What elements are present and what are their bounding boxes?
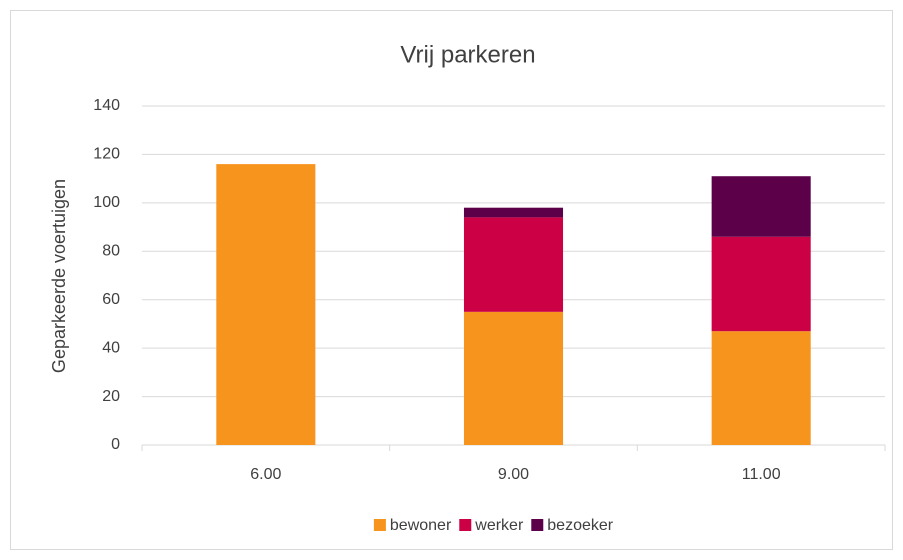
y-axis-label: Geparkeerde voertuigen [49,179,69,373]
legend-swatch [459,519,472,531]
legend-label: bezoeker [547,517,613,534]
y-tick-label: 100 [93,194,120,211]
y-tick-label: 0 [111,436,120,453]
x-tick-label: 6.00 [250,466,281,483]
chart-title: Vrij parkeren [400,41,535,68]
y-tick-label: 120 [93,146,120,163]
x-tick-label: 11.00 [742,466,781,483]
bar-segment [711,176,811,237]
bar-segment [463,311,564,445]
legend-label: werker [474,517,524,534]
y-tick-label: 140 [93,97,120,114]
x-tick-label: 9.00 [498,466,529,483]
y-tick-label: 20 [102,388,120,405]
y-tick-label: 60 [102,291,120,308]
bar-segment [463,207,564,218]
y-tick-label: 40 [102,339,120,356]
legend-label: bewoner [390,517,452,534]
legend-swatch [373,519,386,531]
bar-segment [463,217,564,312]
bar-segment [711,236,811,332]
legend-swatch [531,519,544,531]
bar-segment [216,164,316,445]
y-tick-label: 80 [102,243,120,260]
bar-segment [711,331,811,445]
